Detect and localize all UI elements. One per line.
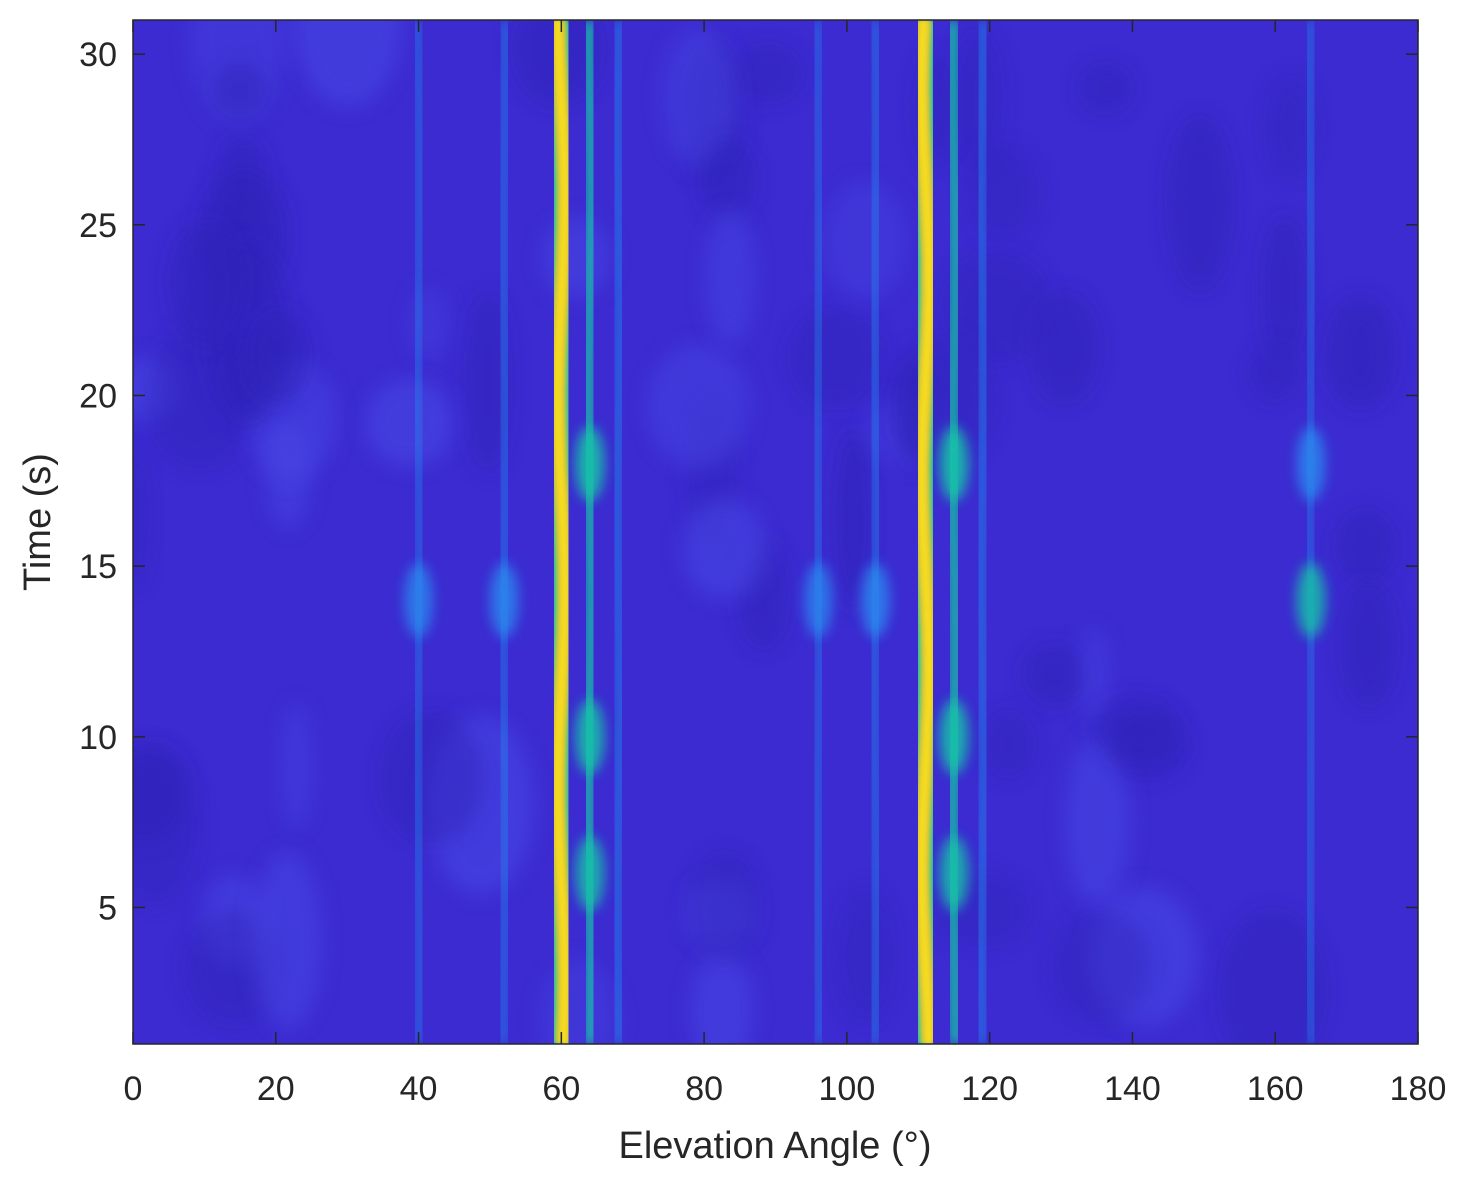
- hotspot: [575, 835, 605, 911]
- secondary-ridge: [496, 20, 512, 1044]
- x-tick-label: 60: [542, 1070, 580, 1108]
- texture-blob: [1340, 579, 1398, 708]
- texture-blob: [1263, 216, 1306, 366]
- x-tick-label: 180: [1390, 1070, 1447, 1108]
- texture-blob: [1064, 734, 1131, 908]
- heatmap-ridges: [411, 20, 1319, 1044]
- secondary-ridge: [411, 20, 427, 1044]
- texture-blob: [1052, 910, 1152, 1023]
- heatmap-hotspots: [404, 426, 1326, 911]
- y-tick-label: 5: [98, 889, 117, 927]
- dominant-ridge: [917, 20, 933, 1044]
- dominant-ridge: [553, 20, 569, 1044]
- hotspot: [489, 562, 519, 638]
- y-axis-label: Time (s): [17, 453, 59, 591]
- secondary-ridge: [610, 20, 626, 1044]
- texture-blob: [133, 450, 149, 588]
- texture-blob: [133, 746, 198, 904]
- y-tick-label: 20: [79, 377, 117, 415]
- texture-blob: [1249, 344, 1300, 402]
- texture-blob: [682, 498, 767, 599]
- texture-blob: [661, 26, 736, 168]
- texture-blob: [1219, 909, 1326, 1044]
- texture-blob: [838, 887, 893, 1024]
- plot-area: [133, 20, 1418, 1044]
- texture-blob: [984, 710, 1034, 778]
- secondary-ridge: [1303, 20, 1319, 1044]
- texture-blob: [246, 309, 310, 403]
- texture-blob: [1265, 75, 1314, 180]
- texture-blob: [690, 950, 754, 1044]
- plot-frame: [132, 19, 1419, 1045]
- x-tick-label: 120: [961, 1070, 1018, 1108]
- secondary-ridge: [867, 20, 883, 1044]
- texture-blob: [1079, 63, 1133, 114]
- texture-blob: [1077, 628, 1110, 724]
- texture-blob: [1335, 508, 1397, 585]
- y-tick-label: 10: [79, 719, 117, 757]
- texture-blob: [1168, 115, 1232, 291]
- texture-blob: [364, 379, 454, 467]
- x-tick-label: 160: [1247, 1070, 1304, 1108]
- y-tick-label: 25: [79, 207, 117, 245]
- texture-blob: [836, 428, 871, 610]
- x-tick-label: 100: [819, 1070, 876, 1108]
- hotspot: [939, 426, 969, 502]
- x-tick-label: 80: [685, 1070, 723, 1108]
- texture-blob: [646, 344, 750, 469]
- y-axis-ticks: 5 10 15 20 25 30: [79, 36, 1418, 927]
- x-tick-label: 20: [257, 1070, 295, 1108]
- y-tick-label: 15: [79, 548, 117, 586]
- texture-blob: [380, 710, 484, 845]
- x-tick-label: 140: [1104, 1070, 1161, 1108]
- hotspot: [575, 426, 605, 502]
- secondary-ridge: [974, 20, 991, 1044]
- texture-blob: [212, 62, 267, 118]
- texture-blob: [1091, 697, 1180, 762]
- x-axis-label: Elevation Angle (°): [618, 1125, 931, 1167]
- hotspot: [1296, 562, 1326, 638]
- texture-blob: [733, 43, 803, 103]
- texture-blob: [280, 703, 313, 829]
- texture-blob: [293, 20, 403, 108]
- hotspot: [404, 562, 433, 638]
- texture-blob: [705, 209, 756, 346]
- hotspot: [804, 562, 833, 638]
- secondary-ridge: [810, 20, 826, 1044]
- texture-blob: [252, 852, 323, 1030]
- hotspot: [575, 699, 605, 775]
- x-tick-label: 0: [124, 1070, 143, 1108]
- hotspot: [861, 562, 890, 638]
- texture-blob: [1325, 297, 1396, 409]
- hotspot: [939, 835, 969, 911]
- texture-blob: [689, 852, 760, 961]
- texture-blob: [700, 138, 755, 223]
- texture-blob: [1024, 644, 1084, 705]
- hotspot: [939, 699, 969, 775]
- x-axis-ticks: 0 20 40 60 80 100 120 140 160 180: [124, 20, 1447, 1108]
- texture-blob: [823, 181, 907, 300]
- texture-blob: [1029, 291, 1100, 404]
- hotspot: [1296, 426, 1326, 502]
- texture-blob: [169, 220, 243, 345]
- x-tick-label: 40: [400, 1070, 438, 1108]
- y-tick-label: 30: [79, 36, 117, 74]
- texture-blob: [941, 251, 1051, 364]
